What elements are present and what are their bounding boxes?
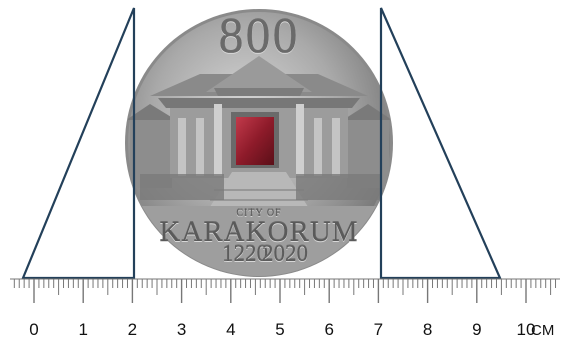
ruler-label: 10 xyxy=(516,320,536,339)
red-inlay xyxy=(236,117,274,165)
ruler-scale xyxy=(10,278,560,303)
coin-city-prefix: CITY OF xyxy=(236,208,282,219)
coin-denomination: 800 xyxy=(218,7,300,63)
right-caliper-triangle xyxy=(379,7,502,280)
left-caliper-triangle xyxy=(21,7,136,280)
coin-year-start: 1220 xyxy=(222,241,268,266)
coin-city-name: KARAKORUM xyxy=(159,216,359,248)
ruler-unit-label: CM xyxy=(531,322,555,339)
ruler-label: 0 xyxy=(29,320,39,339)
ruler-label: 6 xyxy=(324,320,334,339)
ruler-label: 1 xyxy=(78,320,88,339)
ruler-label: 7 xyxy=(373,320,384,339)
ruler-label: 9 xyxy=(472,320,482,339)
ruler-label: 8 xyxy=(422,320,433,339)
ruler-label: 3 xyxy=(176,320,187,339)
ruler-label: 2 xyxy=(127,320,138,339)
coin-year-end: 2020 xyxy=(262,241,308,266)
ruler-label: 4 xyxy=(226,320,236,339)
ruler-label: 5 xyxy=(275,320,285,339)
